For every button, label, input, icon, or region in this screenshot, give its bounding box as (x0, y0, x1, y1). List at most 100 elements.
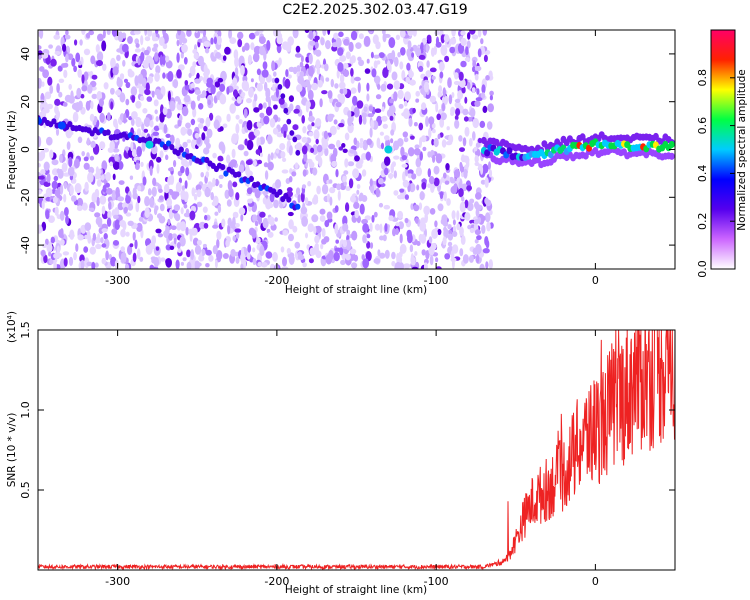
heatmap-noise-cell (125, 195, 131, 204)
heatmap-noise-cell (473, 219, 480, 225)
heatmap-noise-cell (259, 152, 263, 158)
heatmap-noise-cell (302, 262, 307, 268)
heatmap-noise-cell (234, 228, 242, 233)
heatmap-noise-cell (421, 102, 427, 111)
snr-x-tick-label: -200 (264, 575, 289, 588)
heatmap-noise-cell (453, 80, 460, 86)
heatmap-noise-cell (204, 187, 211, 198)
heatmap-noise-cell (231, 133, 238, 144)
heatmap-noise-cell (43, 254, 48, 264)
heatmap-noise-cell (180, 261, 184, 266)
heatmap-noise-cell (108, 201, 112, 211)
heatmap-noise-cell (232, 77, 238, 86)
heatmap-noise-cell (401, 155, 408, 161)
heatmap-noise-cell (116, 54, 121, 62)
heatmap-noise-cell (338, 122, 345, 128)
heatmap-noise-cell (156, 156, 162, 163)
heatmap-noise-cell (187, 128, 193, 136)
heatmap-noise-cell (337, 93, 342, 99)
heatmap-noise-cell (143, 128, 149, 133)
heatmap-noise-cell (127, 245, 133, 255)
heatmap-noise-cell (45, 238, 49, 245)
heatmap-noise-cell (83, 162, 90, 170)
heatmap-noise-cell (56, 168, 61, 174)
heatmap-noise-cell (315, 59, 321, 70)
heatmap-noise-cell (41, 200, 45, 210)
heatmap-noise-cell (162, 30, 166, 36)
heatmap-noise-cell (237, 38, 243, 48)
heatmap-noise-cell (345, 186, 351, 192)
heatmap-noise-cell (145, 55, 153, 64)
heatmap-noise-cell (133, 30, 141, 35)
heatmap-noise-cell (212, 224, 219, 229)
heatmap-noise-cell (132, 192, 138, 200)
heatmap-x-tick-label: -100 (424, 274, 449, 287)
heatmap-noise-cell (186, 261, 192, 269)
heatmap-noise-cell (233, 89, 238, 98)
heatmap-noise-cell (252, 247, 256, 253)
heatmap-noise-cell (280, 246, 285, 253)
heatmap-noise-cell (89, 113, 95, 122)
heatmap-noise-cell (373, 258, 381, 264)
heatmap-noise-cell (83, 71, 89, 81)
heatmap-noise-cell (421, 249, 426, 256)
heatmap-noise-cell (135, 201, 140, 213)
heatmap-noise-cell (289, 168, 293, 174)
heatmap-noise-cell (212, 177, 216, 186)
heatmap-noise-cell (359, 138, 364, 143)
heatmap-noise-cell (196, 189, 202, 198)
heatmap-noise-cell (311, 214, 319, 223)
heatmap-noise-cell (203, 41, 211, 47)
heatmap-noise-cell (383, 204, 391, 210)
heatmap-noise-cell (399, 188, 405, 193)
heatmap-noise-cell (411, 257, 416, 262)
heatmap-noise-cell (358, 33, 364, 40)
heatmap-noise-cell (345, 51, 351, 60)
heatmap-noise-cell (54, 189, 61, 198)
heatmap-noise-cell (292, 225, 298, 233)
heatmap-noise-cell (342, 148, 348, 153)
heatmap-noise-cell (156, 93, 164, 100)
heatmap-noise-cell (62, 251, 70, 256)
heatmap-noise-cell (185, 167, 190, 177)
heatmap-noise-cell (262, 217, 269, 229)
heatmap-noise-cell (464, 96, 468, 104)
heatmap-feature-cell (105, 129, 111, 136)
heatmap-noise-cell (480, 92, 486, 99)
heatmap-noise-cell (485, 213, 491, 221)
heatmap-noise-cell (285, 69, 289, 78)
heatmap-noise-cell (279, 143, 286, 151)
heatmap-noise-cell (439, 71, 444, 79)
heatmap-noise-cell (343, 38, 350, 46)
heatmap-noise-cell (40, 169, 46, 175)
heatmap-noise-cell (263, 162, 269, 168)
heatmap-noise-cell (430, 183, 435, 193)
heatmap-noise-cell (134, 48, 141, 53)
heatmap-noise-cell (183, 203, 188, 209)
heatmap-noise-cell (151, 235, 157, 245)
heatmap-noise-cell (397, 210, 404, 220)
heatmap-noise-cell (384, 135, 390, 141)
snr-y-tick-label: 1.5 (19, 321, 32, 339)
heatmap-noise-cell (350, 55, 356, 64)
heatmap-noise-cell (258, 103, 263, 110)
heatmap-noise-cell (373, 211, 378, 218)
heatmap-noise-cell (238, 164, 245, 174)
heatmap-noise-cell (429, 255, 434, 266)
heatmap-noise-cell (435, 153, 443, 164)
snr-y-axis: 0.5 1.0 1.5 (19, 321, 675, 499)
heatmap-noise-cell (469, 30, 476, 35)
heatmap-noise-cell (114, 153, 119, 162)
heatmap-noise-cell (320, 37, 325, 46)
heatmap-noise-cell (63, 257, 68, 267)
heatmap-noise-cell (115, 186, 120, 197)
heatmap-noise-cell (179, 221, 187, 232)
heatmap-noise-cell (382, 30, 386, 35)
heatmap-noise-cell (136, 222, 143, 232)
heatmap-noise-cell (431, 228, 438, 239)
heatmap-noise-cell (77, 68, 82, 78)
heatmap-noise-cell (318, 156, 323, 167)
heatmap-noise-cell (203, 222, 209, 229)
heatmap-noise-cell (425, 250, 430, 260)
heatmap-noise-cell (342, 87, 348, 95)
